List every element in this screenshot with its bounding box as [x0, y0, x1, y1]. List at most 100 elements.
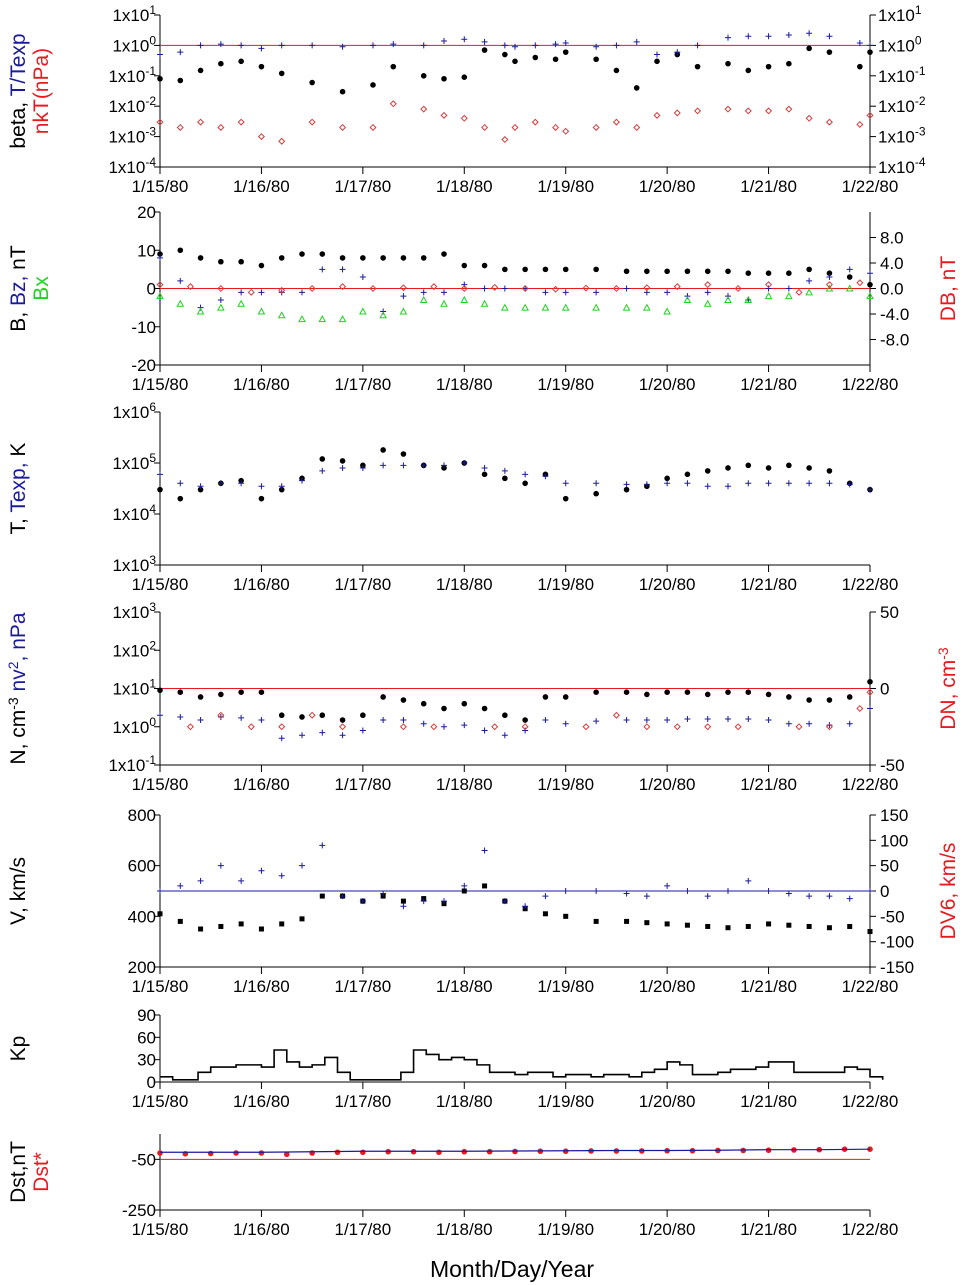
data-point: [826, 468, 833, 474]
y-tick-label: 1x10-3: [878, 125, 926, 147]
data-point: [480, 299, 489, 307]
beta-panel: 1/15/80 1/16/80 1/17/80 1/18/80 1/19/80 1/20/…: [7, 3, 926, 196]
data-point: [218, 60, 224, 67]
data-point: [278, 483, 285, 490]
data-point: [491, 283, 499, 291]
data-point: [856, 120, 864, 129]
data-point: [542, 266, 549, 273]
data-point: [308, 711, 316, 719]
data-point: [664, 289, 671, 296]
data-point: [826, 480, 833, 487]
data-point: [278, 286, 286, 294]
data-point: [825, 118, 833, 126]
data-point: [233, 1150, 239, 1156]
data-point: [644, 920, 650, 926]
data-point: [217, 41, 224, 48]
data-point: [643, 717, 650, 724]
data-point: [258, 689, 265, 696]
x-tick-label: 1/15/80: [132, 1092, 189, 1111]
data-point: [643, 481, 650, 488]
data-point: [218, 691, 224, 698]
data-point: [217, 123, 225, 131]
data-point: [299, 862, 305, 869]
data-point: [278, 723, 286, 731]
data-point: [512, 43, 518, 50]
data-point: [198, 926, 204, 932]
data-point: [867, 49, 873, 55]
data-point: [664, 689, 670, 696]
data-point: [765, 480, 772, 487]
data-point: [238, 921, 244, 927]
kp-panel: 1/15/80 1/16/80 1/17/80 1/18/80 1/19/80 1/20/…: [7, 1006, 898, 1111]
y-tick-label: 10: [137, 241, 156, 260]
x-tick-label: 1/17/80: [334, 1092, 391, 1111]
data-point: [278, 42, 285, 49]
data-point: [237, 299, 245, 307]
data-point: [218, 923, 224, 929]
data-point: [795, 723, 803, 731]
data-point: [866, 688, 874, 696]
y-tick-label: 1x101: [112, 677, 156, 699]
data-point: [867, 270, 873, 277]
x-tick-label: 1/16/80: [233, 177, 290, 196]
data-point: [501, 732, 508, 739]
data-point: [420, 700, 427, 707]
series-green: [156, 284, 874, 323]
data-point: [156, 281, 164, 289]
x-tick-label: 1/18/80: [436, 575, 493, 594]
data-point: [664, 268, 670, 275]
data-point: [745, 480, 752, 487]
data-point: [725, 60, 731, 67]
data-point: [612, 284, 620, 293]
data-point: [481, 47, 488, 53]
data-point: [725, 925, 731, 931]
data-point: [765, 63, 772, 70]
data-point: [461, 888, 467, 894]
data-point: [339, 266, 346, 273]
data-point: [562, 127, 570, 135]
x-tick-label: 1/22/80: [842, 375, 899, 394]
data-point: [552, 285, 560, 293]
data-point: [501, 136, 509, 144]
data-point: [197, 717, 204, 724]
data-point: [319, 893, 325, 899]
series-pink: [156, 279, 864, 296]
series-black: [160, 1049, 884, 1081]
x-tick-label: 1/21/80: [740, 977, 797, 996]
data-point: [177, 480, 184, 487]
data-point: [501, 467, 508, 474]
data-point: [704, 289, 711, 296]
data-point: [786, 462, 792, 469]
data-point: [400, 293, 407, 300]
data-point: [441, 289, 447, 296]
data-point: [633, 85, 640, 91]
data-point: [805, 288, 813, 296]
data-point: [847, 923, 853, 929]
data-point: [664, 882, 671, 889]
data-point: [441, 898, 447, 905]
data-point: [511, 123, 519, 131]
x-tick-label: 1/21/80: [740, 1220, 797, 1239]
data-point: [217, 303, 225, 311]
data-point: [299, 289, 305, 296]
data-point: [521, 723, 529, 731]
data-point: [593, 918, 599, 924]
data-point: [501, 42, 508, 49]
data-point: [278, 255, 285, 261]
y-axis-label: T, Texp, K: [7, 443, 30, 535]
x-tick-label: 1/20/80: [639, 375, 696, 394]
data-point: [765, 285, 772, 292]
data-point: [593, 888, 600, 894]
data-point: [522, 727, 529, 734]
data-point: [461, 700, 468, 707]
data-point: [319, 251, 326, 257]
x-tick-label: 1/21/80: [740, 775, 797, 794]
right-tick-label: -50: [880, 756, 905, 775]
y-tick-label: 1x10-3: [108, 125, 156, 147]
data-point: [440, 299, 448, 307]
data-point: [238, 58, 244, 65]
data-point: [786, 60, 792, 67]
x-tick-label: 1/19/80: [537, 977, 594, 996]
data-point: [177, 495, 184, 502]
